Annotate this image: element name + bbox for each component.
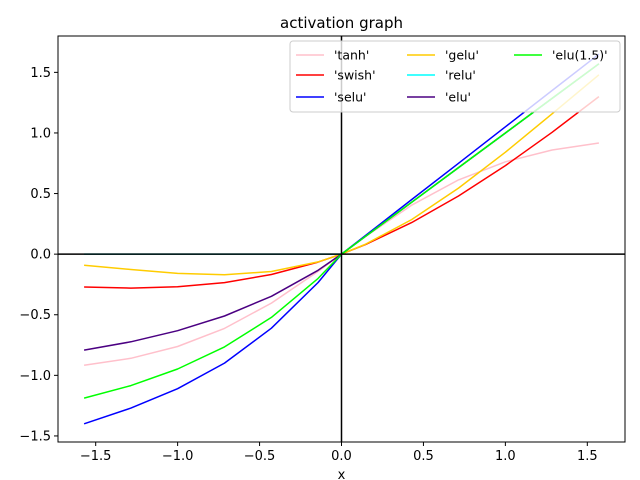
x-tick-label: −1.5 (80, 449, 112, 464)
x-axis-ticks: −1.5 −1.0 −0.5 0.0 0.5 1.0 1.5 (80, 442, 598, 464)
legend: 'tanh' 'swish' 'selu' 'gelu' 'relu' 'elu' 'elu… (289, 40, 621, 113)
x-axis-label: x (338, 468, 346, 480)
x-tick-label: 1.0 (495, 449, 516, 464)
y-axis-ticks: −1.5 −1.0 −0.5 0.0 0.5 1.0 1.5 (19, 66, 58, 444)
y-tick-label: 1.0 (30, 126, 51, 141)
y-tick-label: 1.5 (30, 66, 51, 81)
legend-label: 'tanh' (334, 48, 369, 63)
chart-title: activation graph (280, 14, 403, 32)
y-tick-label: 0.0 (30, 248, 51, 263)
x-tick-label: −0.5 (244, 449, 276, 464)
legend-label: 'selu' (334, 90, 366, 105)
plot-frame (57, 35, 626, 443)
legend-label: 'gelu' (445, 48, 479, 63)
y-tick-label: −1.0 (19, 369, 51, 384)
x-tick-label: 0.5 (413, 449, 434, 464)
legend-label: 'swish' (334, 68, 376, 83)
y-tick-label: −0.5 (19, 308, 51, 323)
y-tick-label: 0.5 (30, 187, 51, 202)
legend-label: 'relu' (445, 68, 476, 83)
x-tick-label: −1.0 (162, 449, 194, 464)
x-tick-label: 0.0 (331, 449, 352, 464)
legend-box (289, 40, 621, 113)
legend-label: 'elu(1.5)' (552, 48, 608, 63)
x-tick-label: 1.5 (577, 449, 598, 464)
y-tick-label: −1.5 (19, 429, 51, 444)
legend-label: 'elu' (445, 90, 471, 105)
